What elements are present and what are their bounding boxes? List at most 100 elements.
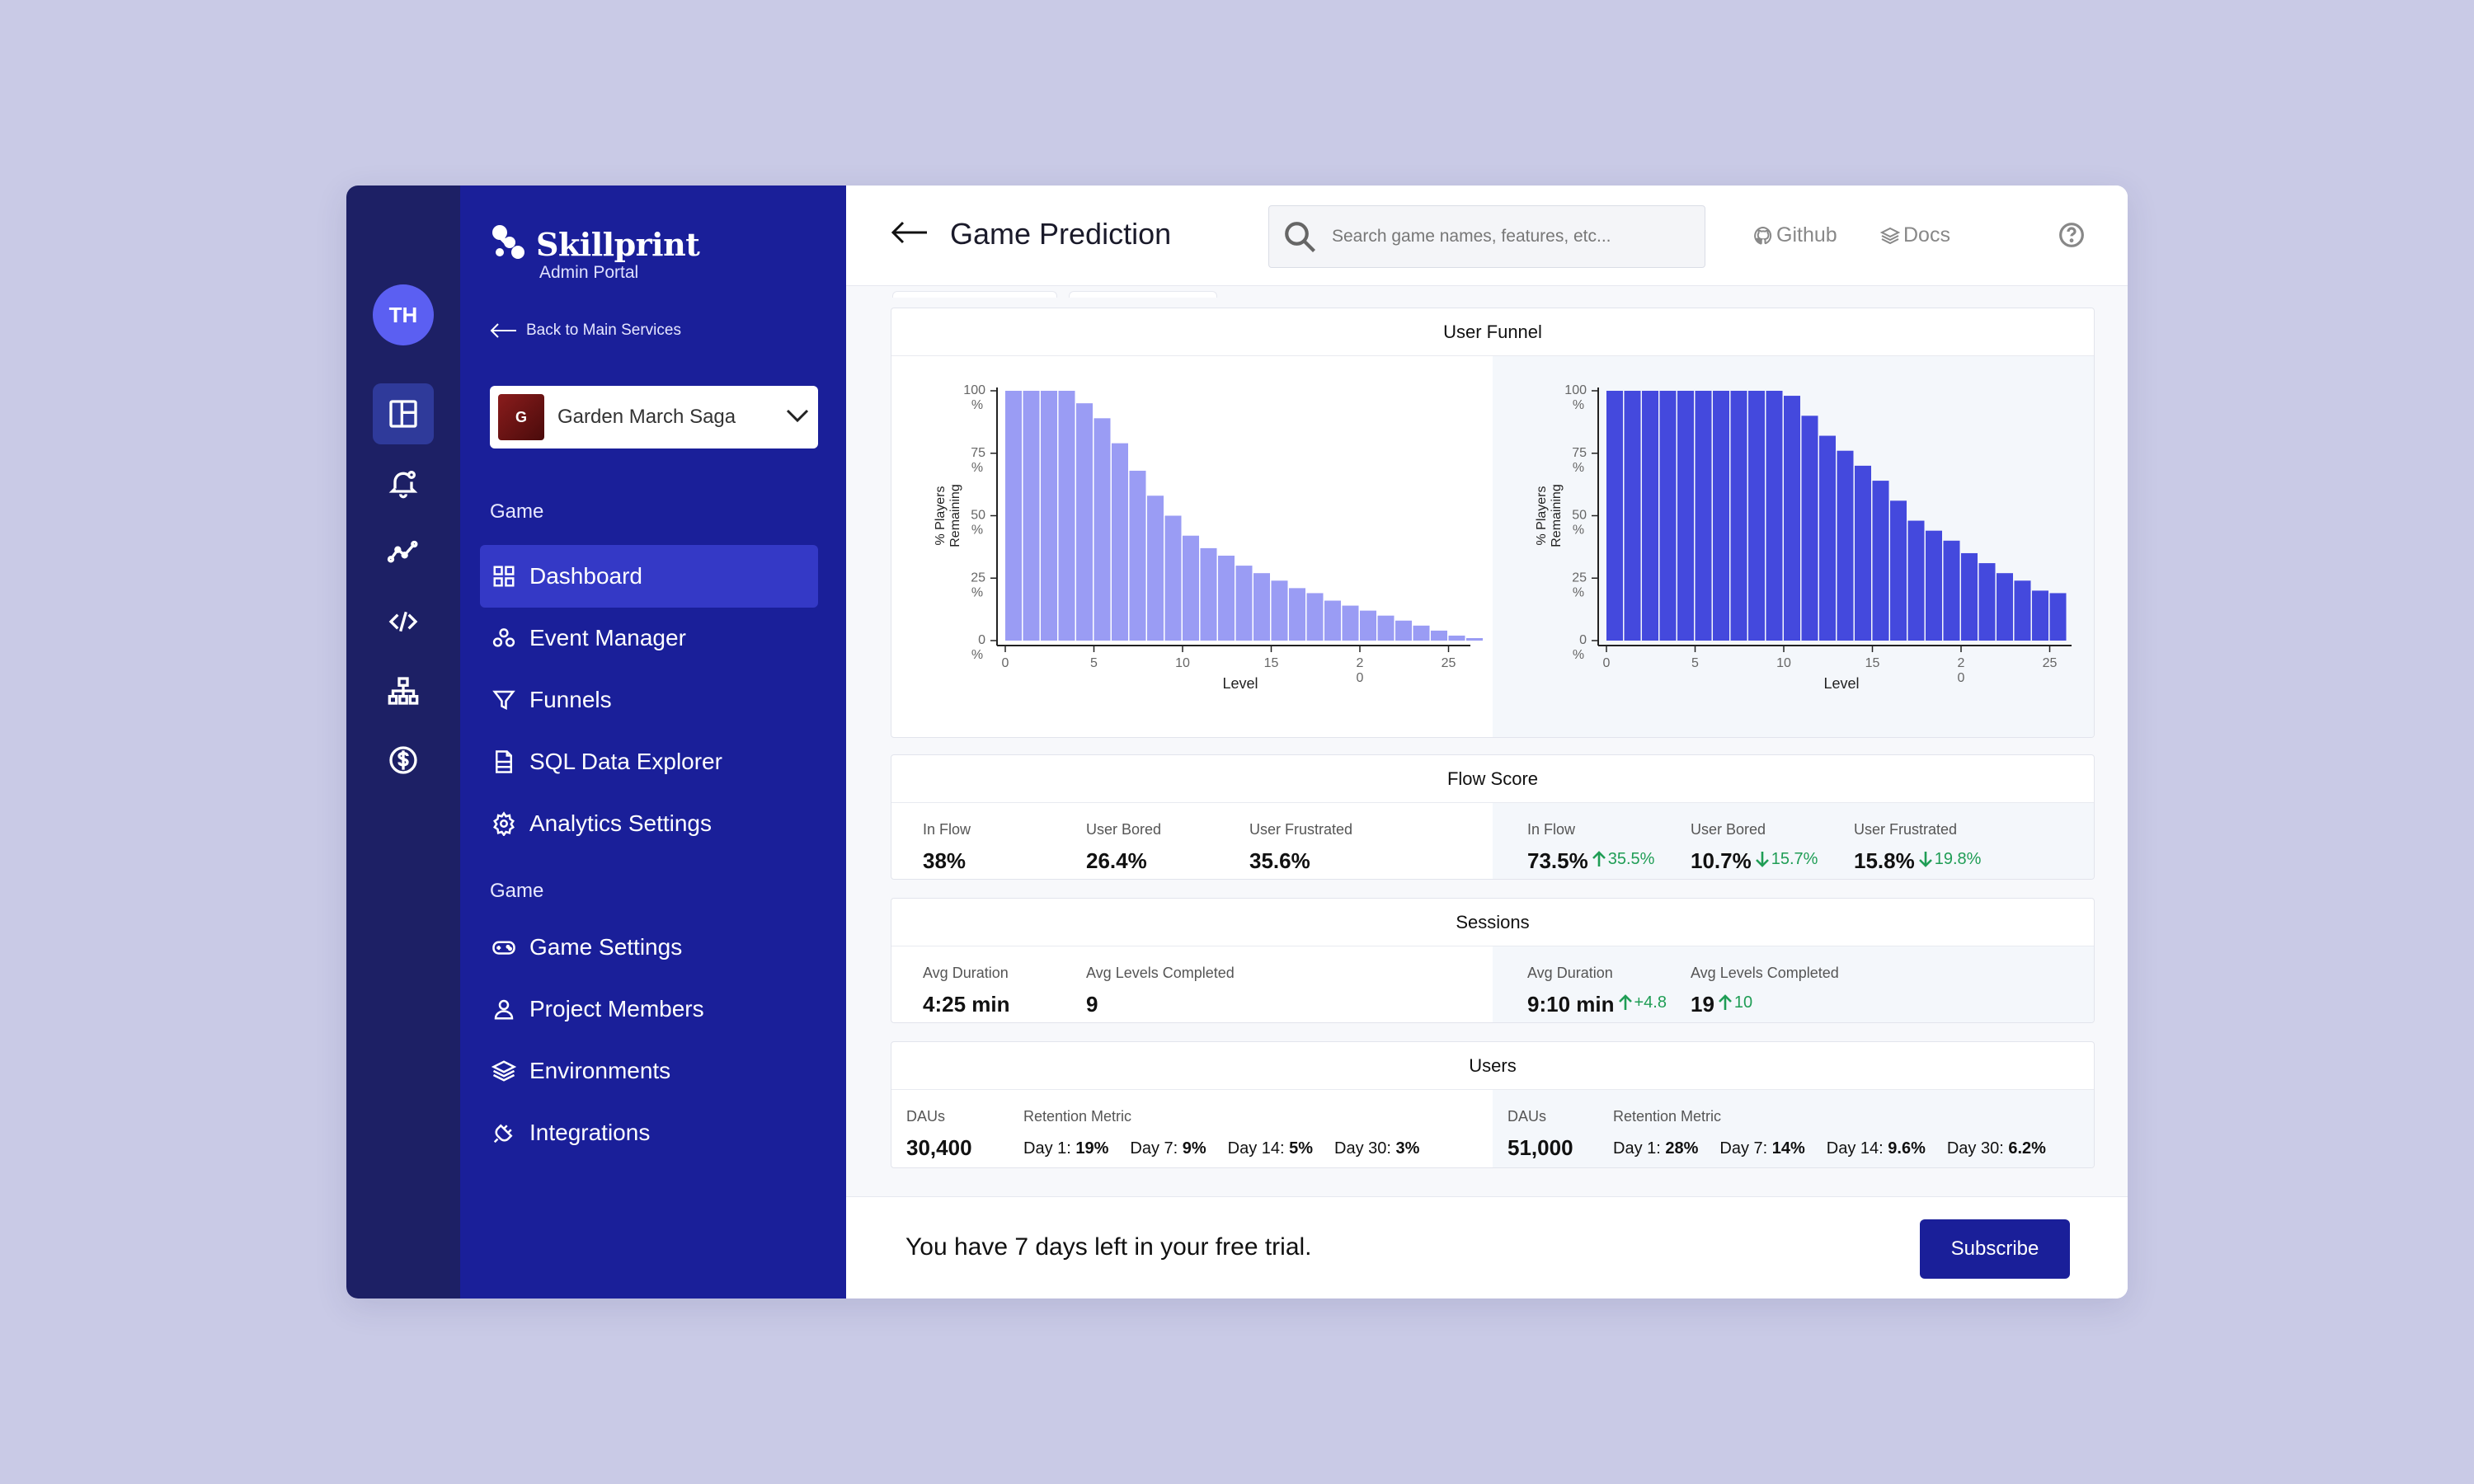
tab-ghost-1[interactable] <box>892 291 1057 298</box>
help-icon[interactable] <box>2058 222 2085 252</box>
funnel-bar <box>1164 515 1182 641</box>
event-manager-icon <box>492 628 515 647</box>
y-tick-label: 25 <box>971 571 985 585</box>
sidebar-item-dashboard[interactable]: Dashboard <box>480 545 818 608</box>
funnel-bar <box>1695 391 1712 641</box>
layout-icon[interactable] <box>373 383 434 444</box>
metric-avg-duration: Avg Duration 4:25 min <box>923 965 1010 1017</box>
sidebar-item-integrations[interactable]: Integrations <box>480 1101 818 1164</box>
retention-item: Day 14: 5% <box>1228 1139 1313 1158</box>
panel-title: Flow Score <box>891 755 2094 803</box>
retention-item: Day 1: 19% <box>1023 1139 1108 1158</box>
sidebar-item-project-members[interactable]: Project Members <box>480 978 818 1040</box>
funnel-bar <box>1819 435 1836 641</box>
y-axis-label: % Players <box>934 486 948 545</box>
metric-value: 4:25 min <box>923 992 1010 1017</box>
metric-value: 9:10 min +4.8 <box>1527 992 1667 1017</box>
y-axis-label: Remaining <box>948 484 962 547</box>
retention-day: Day 1: <box>1023 1139 1076 1158</box>
funnel-bar <box>1855 465 1871 641</box>
flow-score-panel: Flow Score In Flow 38% User Bored 26.4% … <box>891 754 2095 880</box>
code-icon[interactable] <box>373 591 434 652</box>
funnel-bar <box>1342 605 1359 641</box>
retention-item: Day 30: 6.2% <box>1947 1139 2046 1158</box>
x-tick-label: 0 <box>1603 656 1611 670</box>
gamepad-icon <box>492 941 515 955</box>
search-input[interactable]: Search game names, features, etc... <box>1268 205 1705 268</box>
funnel-bar <box>1961 552 1978 641</box>
brand[interactable]: Skillprint <box>490 223 700 266</box>
metric-label: Avg Duration <box>923 965 1009 981</box>
search-icon <box>1285 222 1315 252</box>
y-tick-label: 100 <box>963 383 985 397</box>
back-arrow-icon[interactable] <box>891 220 929 249</box>
y-tick-label: 100 <box>1564 383 1587 397</box>
github-label: Github <box>1776 223 1837 247</box>
funnel-bar <box>1997 573 2013 641</box>
funnel-bar <box>1659 391 1677 641</box>
avatar[interactable]: TH <box>373 284 434 345</box>
sidebar-item-label: Funnels <box>529 687 612 712</box>
y-tick-label-unit: % <box>971 398 983 412</box>
metric-value: 30,400 <box>906 1135 972 1160</box>
retention-day: Day 1: <box>1613 1139 1666 1158</box>
y-tick-label: 75 <box>1572 446 1587 460</box>
docs-link[interactable]: Docs <box>1880 223 1950 247</box>
y-tick-label-unit: % <box>1573 461 1584 475</box>
subscribe-button[interactable]: Subscribe <box>1920 1219 2070 1279</box>
game-name: Garden March Saga <box>557 406 736 428</box>
y-tick-label-unit: % <box>971 461 983 475</box>
sidebar-item-label: Event Manager <box>529 625 686 650</box>
sidebar-item-label: Analytics Settings <box>529 810 712 836</box>
retention-day: Day 7: <box>1130 1139 1183 1158</box>
analytics-icon[interactable] <box>373 522 434 583</box>
sidebar-item-analytics-settings[interactable]: Analytics Settings <box>480 792 818 855</box>
sidebar-item-label: Project Members <box>529 996 704 1021</box>
back-to-main-link[interactable]: Back to Main Services <box>490 322 681 340</box>
sidebar-item-sql-data-explorer[interactable]: SQL Data Explorer <box>480 730 818 793</box>
funnel-bar <box>1005 391 1022 641</box>
metric-avg-levels: Avg Levels Completed 19 10 <box>1691 965 1839 1017</box>
metric-daus: DAUs 30,400 <box>906 1108 972 1161</box>
dollar-icon[interactable] <box>373 730 434 791</box>
metric-value: 10.7% 15.7% <box>1691 848 1818 874</box>
funnel-bar <box>1413 625 1430 641</box>
metric-label: DAUs <box>906 1108 946 1125</box>
sidebar-item-environments[interactable]: Environments <box>480 1040 818 1102</box>
funnel-bar <box>1395 620 1412 641</box>
sidebar-item-funnels[interactable]: Funnels <box>480 669 818 731</box>
retention-day: Day 14: <box>1227 1139 1290 1158</box>
arrow-left-icon <box>490 323 516 338</box>
sidebar-item-game-settings[interactable]: Game Settings <box>480 916 818 979</box>
bell-icon[interactable] <box>373 453 434 514</box>
main-content: Game Prediction Search game names, featu… <box>846 186 2128 1298</box>
x-axis-label: Level <box>1222 675 1258 692</box>
metric-label: User Frustrated <box>1249 821 1353 838</box>
y-tick-label: 25 <box>1572 571 1587 585</box>
retention-value: 9.6% <box>1888 1139 1926 1158</box>
hierarchy-icon[interactable] <box>373 660 434 721</box>
trial-footer: You have 7 days left in your free trial.… <box>846 1196 2128 1298</box>
retention-label: Retention Metric <box>1023 1108 1132 1125</box>
retention-item: Day 30: 3% <box>1334 1139 1419 1158</box>
metric-label: In Flow <box>923 821 971 838</box>
funnel-bar <box>2032 590 2048 641</box>
user-funnel-panel: User Funnel 0% 25% 50% 75% 100% 0 5 10 15 2 0 25 Lev… <box>891 308 2095 738</box>
sidebar-item-event-manager[interactable]: Event Manager <box>480 607 818 669</box>
metric-value: 73.5% 35.5% <box>1527 848 1654 874</box>
section-label-game: Game <box>490 500 544 523</box>
metric-avg-levels: Avg Levels Completed 9 <box>1086 965 1235 1017</box>
funnel-bar <box>1218 555 1235 641</box>
y-axis-label: Remaining <box>1550 484 1564 547</box>
retention-values: Day 1: 28% Day 7: 14% Day 14: 9.6% Day 30: … <box>1613 1139 2067 1158</box>
tab-ghost-2[interactable] <box>1069 291 1217 298</box>
game-selector[interactable]: G Garden March Saga <box>490 386 818 448</box>
funnel-bar <box>1147 495 1164 641</box>
metric-avg-duration: Avg Duration 9:10 min +4.8 <box>1527 965 1667 1017</box>
delta-down: 19.8% <box>1918 850 1981 869</box>
funnel-bar <box>1377 615 1395 641</box>
github-link[interactable]: Github <box>1753 223 1837 247</box>
layers-icon <box>492 1060 516 1082</box>
sessions-panel: Sessions Avg Duration 4:25 min Avg Level… <box>891 898 2095 1023</box>
funnel-bar <box>1907 520 1925 641</box>
